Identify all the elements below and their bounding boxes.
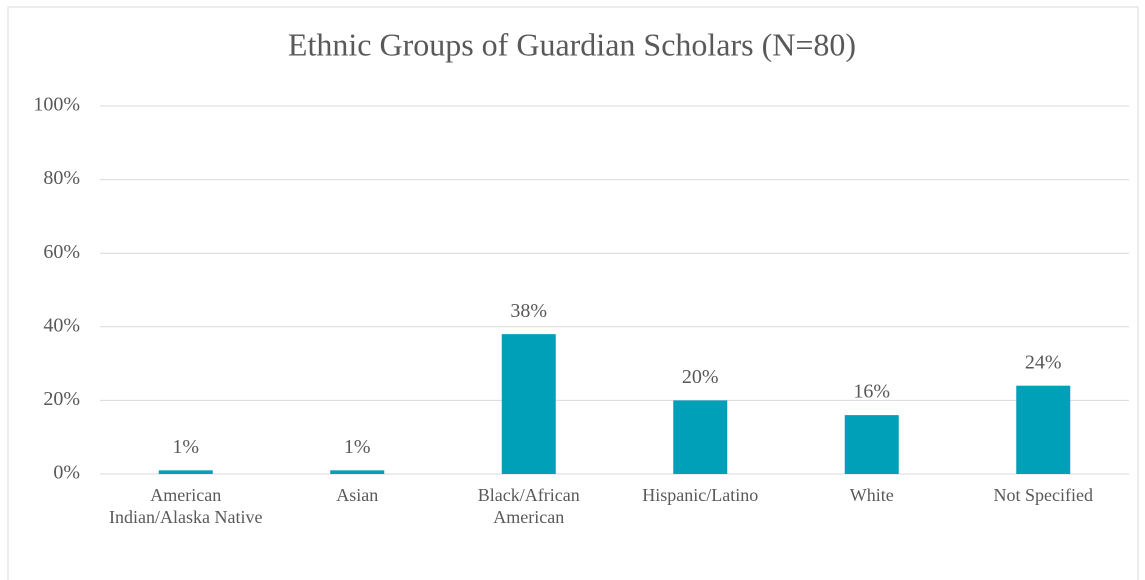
x-tick-label: American Indian/Alaska Native	[109, 485, 263, 527]
y-tick-label: 100%	[33, 94, 80, 116]
data-label: 20%	[682, 366, 719, 388]
chart-border	[7, 6, 1139, 580]
y-tick-label: 0%	[53, 462, 80, 484]
data-label: 24%	[1025, 351, 1062, 373]
bar	[501, 334, 556, 474]
x-tick-label: Black/African American	[477, 485, 580, 527]
data-label: 38%	[510, 300, 547, 322]
x-tick-label: Hispanic/Latino	[642, 485, 759, 505]
data-label: 1%	[172, 436, 199, 458]
y-tick-label: 20%	[43, 388, 80, 410]
x-tick-label: Asian	[336, 485, 379, 505]
x-tick-label: White	[849, 485, 894, 505]
bar	[844, 415, 899, 474]
bar	[673, 400, 728, 474]
bar	[330, 470, 385, 474]
x-tick-label: Not Specified	[993, 485, 1093, 505]
chart-title: Ethnic Groups of Guardian Scholars (N=80…	[288, 26, 856, 62]
y-tick-label: 60%	[43, 241, 80, 263]
data-label: 1%	[344, 436, 371, 458]
data-label: 16%	[853, 381, 890, 403]
y-tick-label: 40%	[43, 314, 80, 336]
bar	[158, 470, 213, 474]
y-tick-label: 80%	[43, 167, 80, 189]
bar	[1016, 385, 1071, 474]
